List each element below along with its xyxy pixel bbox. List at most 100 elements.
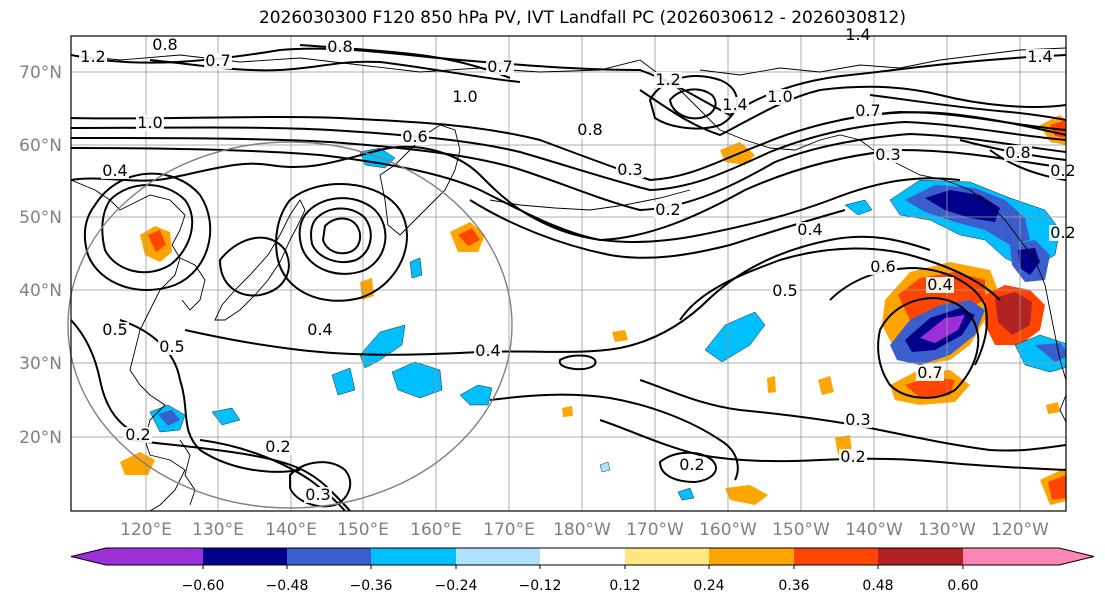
colorbar-tick-label: −0.48: [266, 578, 309, 594]
contour-kamchatka-low: [298, 197, 387, 275]
contour-label: 0.2: [1050, 161, 1075, 180]
contour-label-bg: [1049, 163, 1077, 179]
contour-label-bg: [654, 72, 682, 88]
contour-label: 0.4: [307, 320, 332, 339]
contour-label: 1.0: [767, 87, 792, 106]
contour-label-bg: [486, 59, 514, 75]
contour-label-bg: [101, 163, 129, 179]
coast-aleutians: [489, 189, 691, 211]
colorbar-segment: [371, 548, 456, 565]
colorbar-tick-label: −0.12: [519, 578, 562, 594]
contour-label: 0.2: [125, 425, 150, 444]
negative-anomaly-wp-4: [331, 367, 356, 396]
negative-anomaly-wp-2: [391, 361, 443, 399]
lat-label: 20°N: [19, 428, 62, 448]
contour-label-bg: [771, 283, 799, 299]
contour-label-bg: [204, 53, 232, 69]
contour-kamchatka-low-2: [310, 207, 372, 263]
colorbar-segment: [625, 548, 709, 565]
contour-0-5-ep: [679, 247, 1001, 321]
lat-label: 60°N: [19, 136, 62, 156]
contour-label-bg: [869, 259, 897, 275]
positive-anomaly-small-4: [767, 376, 776, 393]
contour-label-bg: [654, 202, 682, 218]
contour-label: 0.7: [917, 363, 942, 382]
negative-anomaly-tiny-2: [677, 487, 695, 501]
lat-label: 30°N: [19, 354, 62, 374]
lon-label: 150°W: [772, 520, 830, 540]
colorbar: −0.60 −0.48 −0.36 −0.24 −0.12 0.12 0.24 0.36 0.4…: [70, 547, 1095, 594]
contour-label-bg: [1026, 49, 1054, 65]
contour-label: 0.7: [205, 51, 230, 70]
colorbar-tick-label: 0.12: [609, 578, 640, 594]
lon-label: 120°W: [991, 520, 1049, 540]
contour-label-bg: [306, 322, 334, 338]
positive-anomaly-japan-sea-core: [148, 230, 166, 252]
graticule: [71, 36, 1066, 511]
contour-0-7-ep: [877, 296, 980, 399]
contour-label-bg: [616, 162, 644, 178]
contour-kamchatka-low-outer: [275, 183, 408, 302]
colorbar-segment: [456, 548, 540, 565]
radius-circle: [67, 141, 513, 509]
contour-0-5-sw: [71, 319, 131, 431]
contour-label: 0.4: [927, 275, 952, 294]
colorbar-segment: [540, 548, 625, 565]
coast-philippines: [179, 439, 196, 506]
lat-label: 40°N: [19, 281, 62, 301]
colorbar-segment: [878, 548, 963, 565]
contour-label-bg: [766, 89, 794, 105]
contour-label-bg: [1049, 225, 1077, 241]
colorbar-outline: [70, 547, 1095, 566]
coast-korea: [179, 257, 206, 311]
contour-label: 0.3: [617, 160, 642, 179]
contour-bering-1-4: [668, 88, 717, 120]
contour-label: 1.4: [845, 25, 870, 44]
lon-label: 150°E: [337, 520, 389, 540]
negative-anomaly-cp: [704, 311, 766, 363]
contour-labels: 1.2 0.8 0.7 0.8 0.7 1.4 1.4 1.0 1.0 0.8 0.6 0.3 1.2 1…: [79, 25, 1077, 504]
contour-label: 1.0: [452, 87, 477, 106]
contour-label-bg: [401, 129, 429, 145]
colorbar-tick-label: −0.24: [435, 578, 478, 594]
negative-anomaly-tiny-3: [599, 461, 611, 473]
coast-alaska: [639, 59, 1066, 381]
contour-label: 0.2: [1050, 223, 1075, 242]
contour-label: 0.4: [102, 161, 127, 180]
coastlines: [71, 47, 1066, 511]
contour-label-bg: [844, 412, 872, 428]
contour-label: 1.0: [137, 113, 162, 132]
coast-asia: [71, 179, 186, 511]
colorbar-segment-min: [71, 548, 203, 565]
contour-label-bg: [101, 322, 129, 338]
colorbar-tick-label: 0.36: [778, 578, 809, 594]
lon-label: 170°W: [626, 520, 684, 540]
contour-0-6-ep: [829, 266, 988, 366]
map-frame: [70, 35, 1067, 512]
contour-label-bg: [916, 365, 944, 381]
colorbar-segment: [794, 548, 878, 565]
contour-label: 1.2: [80, 47, 105, 66]
contour-0-3-loop: [289, 461, 352, 508]
contour-label: 0.2: [655, 200, 680, 219]
lon-label: 140°W: [845, 520, 903, 540]
contour-label-bg: [844, 27, 872, 43]
negative-anomaly-baja-core: [1035, 343, 1066, 362]
contour-label: 0.8: [152, 35, 177, 54]
contour-label: 0.5: [159, 337, 184, 356]
latitude-labels: 70°N 60°N 50°N 40°N 30°N 20°N: [19, 63, 62, 448]
colorbar-tick-label: −0.36: [350, 578, 393, 594]
contour-label-bg: [1004, 145, 1032, 161]
negative-anomaly-wp-1: [359, 324, 406, 369]
contour-label: 0.4: [475, 341, 500, 360]
lon-label: 180°W: [553, 520, 611, 540]
contour-label-bg: [796, 222, 824, 238]
lon-label: 170°E: [483, 520, 535, 540]
contour-label-bg: [474, 343, 502, 359]
lon-label: 130°W: [918, 520, 976, 540]
contour-label: 0.3: [305, 485, 330, 504]
coast-alaska-north: [699, 47, 1066, 76]
contour-0-2-main: [469, 199, 846, 259]
coast-siberia: [71, 54, 641, 73]
